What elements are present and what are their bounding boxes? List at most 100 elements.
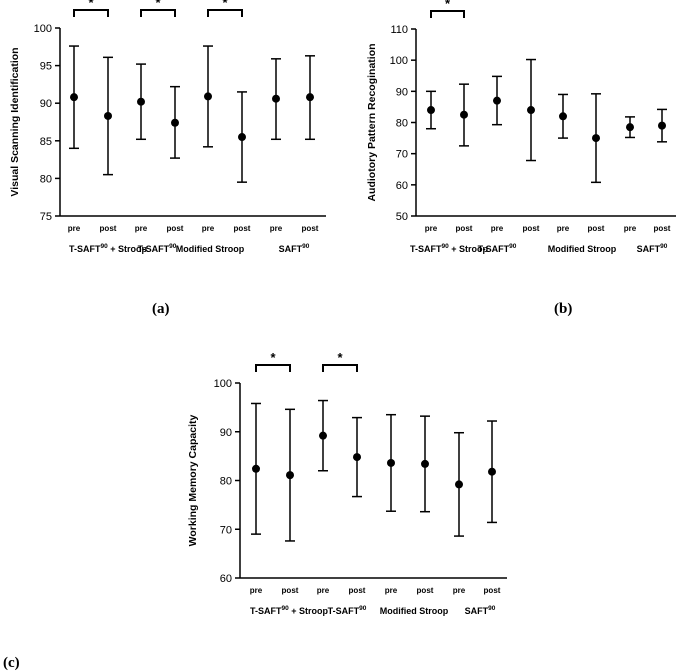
mean-point bbox=[427, 106, 435, 115]
y-tick-label: 80 bbox=[40, 173, 52, 185]
group-label-superscript: 90 bbox=[442, 243, 450, 250]
group-label-superscript: 90 bbox=[282, 605, 290, 612]
y-axis-title: Visual Scanning Identification bbox=[9, 47, 21, 196]
x-tick-label-post: post bbox=[588, 224, 605, 233]
y-tick-label: 95 bbox=[40, 61, 52, 73]
y-tick-label: 110 bbox=[390, 24, 408, 36]
y-tick-label: 75 bbox=[40, 211, 52, 223]
group-label-superscript: 90 bbox=[509, 243, 517, 250]
significance-bracket bbox=[430, 10, 465, 18]
group-label: SAFT90 bbox=[279, 243, 310, 254]
mean-point bbox=[421, 459, 429, 468]
significance-bracket bbox=[73, 9, 109, 17]
mean-point bbox=[527, 106, 535, 115]
group-label: T-SAFT90 + Stroop bbox=[410, 243, 488, 254]
y-tick-label: 60 bbox=[396, 180, 408, 192]
significance-bracket bbox=[140, 9, 176, 17]
chart-a: 75 80 85 90 95 100 Visual Scanning Identificat… bbox=[9, 0, 326, 254]
chart-b: 50 60 70 80 90 100 110 Audiotory Pattern Recogi… bbox=[366, 0, 676, 254]
x-tick-label-post: post bbox=[282, 586, 299, 595]
group-label: T-SAFT90 + Stroop bbox=[250, 605, 328, 616]
x-tick-label-pre: pre bbox=[68, 224, 81, 233]
y-tick-label: 60 bbox=[220, 573, 232, 585]
mean-point bbox=[658, 121, 666, 130]
mean-point bbox=[306, 93, 314, 102]
mean-point bbox=[460, 110, 468, 119]
mean-point bbox=[70, 93, 78, 102]
panel-label-b: (b) bbox=[554, 301, 573, 317]
x-tick-label-post: post bbox=[302, 224, 319, 233]
group-label-superscript: 90 bbox=[101, 243, 109, 250]
panel-label-a: (a) bbox=[152, 301, 170, 317]
group-label-tail: + Stroop bbox=[289, 606, 329, 616]
mean-point bbox=[626, 123, 634, 132]
x-tick-label-pre: pre bbox=[317, 586, 330, 595]
x-tick-label-pre: pre bbox=[385, 586, 398, 595]
group-label-superscript: 90 bbox=[359, 605, 367, 612]
x-tick-label-pre: pre bbox=[270, 224, 283, 233]
significance-star: * bbox=[270, 350, 276, 365]
x-tick-label-post: post bbox=[349, 586, 366, 595]
mean-point bbox=[252, 464, 260, 473]
mean-point bbox=[493, 96, 501, 105]
x-tick-label-post: post bbox=[654, 224, 671, 233]
x-tick-label-pre: pre bbox=[135, 224, 148, 233]
x-tick-label-post: post bbox=[523, 224, 540, 233]
y-tick-label: 100 bbox=[390, 55, 408, 67]
mean-point bbox=[238, 133, 246, 142]
mean-point bbox=[387, 458, 395, 467]
group-label: SAFT90 bbox=[637, 243, 668, 254]
y-tick-label: 90 bbox=[40, 98, 52, 110]
y-tick-label: 50 bbox=[396, 211, 408, 223]
y-tick-label: 90 bbox=[220, 427, 232, 439]
mean-point bbox=[353, 453, 361, 462]
mean-point bbox=[204, 92, 212, 101]
y-tick-label: 90 bbox=[396, 86, 408, 98]
group-label: T-SAFT90 + Stroop bbox=[69, 243, 147, 254]
group-label: T-SAFT90 bbox=[328, 605, 367, 616]
significance-bracket bbox=[255, 364, 291, 372]
x-tick-label-pre: pre bbox=[624, 224, 637, 233]
group-label: T-SAFT90 bbox=[138, 243, 177, 254]
x-tick-label-pre: pre bbox=[453, 586, 466, 595]
mean-point bbox=[137, 97, 145, 106]
group-label: Modified Stroop bbox=[176, 244, 245, 254]
x-tick-label-post: post bbox=[456, 224, 473, 233]
x-tick-label-pre: pre bbox=[202, 224, 215, 233]
mean-point bbox=[272, 94, 280, 103]
significance-star: * bbox=[337, 350, 343, 365]
significance-star: * bbox=[445, 0, 451, 11]
group-label: SAFT90 bbox=[465, 605, 496, 616]
mean-point bbox=[319, 431, 327, 440]
y-tick-label: 85 bbox=[40, 136, 52, 148]
x-tick-label-post: post bbox=[100, 224, 117, 233]
group-label: Modified Stroop bbox=[380, 606, 449, 616]
significance-bracket bbox=[322, 364, 358, 372]
mean-point bbox=[559, 112, 567, 121]
group-label-superscript: 90 bbox=[169, 243, 177, 250]
group-label-superscript: 90 bbox=[302, 243, 310, 250]
y-axis-title: Audiotory Pattern Recogination bbox=[366, 43, 378, 201]
significance-star: * bbox=[222, 0, 228, 10]
mean-point bbox=[286, 471, 294, 480]
group-label-tail: + Stroop bbox=[108, 244, 148, 254]
mean-point bbox=[592, 134, 600, 143]
x-tick-label-post: post bbox=[167, 224, 184, 233]
x-tick-label-pre: pre bbox=[250, 586, 263, 595]
mean-point bbox=[455, 480, 463, 489]
group-label-superscript: 90 bbox=[660, 243, 668, 250]
mean-point bbox=[104, 111, 112, 120]
x-tick-label-post: post bbox=[234, 224, 251, 233]
panel-label-c: (c) bbox=[3, 655, 20, 671]
significance-star: * bbox=[88, 0, 94, 10]
chart-c: 60 70 80 90 100 Working Memory Capacity pre pos… bbox=[187, 350, 507, 616]
x-tick-label-post: post bbox=[484, 586, 501, 595]
x-tick-label-pre: pre bbox=[425, 224, 438, 233]
y-tick-label: 70 bbox=[396, 149, 408, 161]
y-axis-title: Working Memory Capacity bbox=[187, 415, 199, 547]
mean-point bbox=[171, 118, 179, 127]
x-tick-label-pre: pre bbox=[491, 224, 504, 233]
group-label: T-SAFT90 bbox=[478, 243, 517, 254]
x-tick-label-post: post bbox=[417, 586, 434, 595]
